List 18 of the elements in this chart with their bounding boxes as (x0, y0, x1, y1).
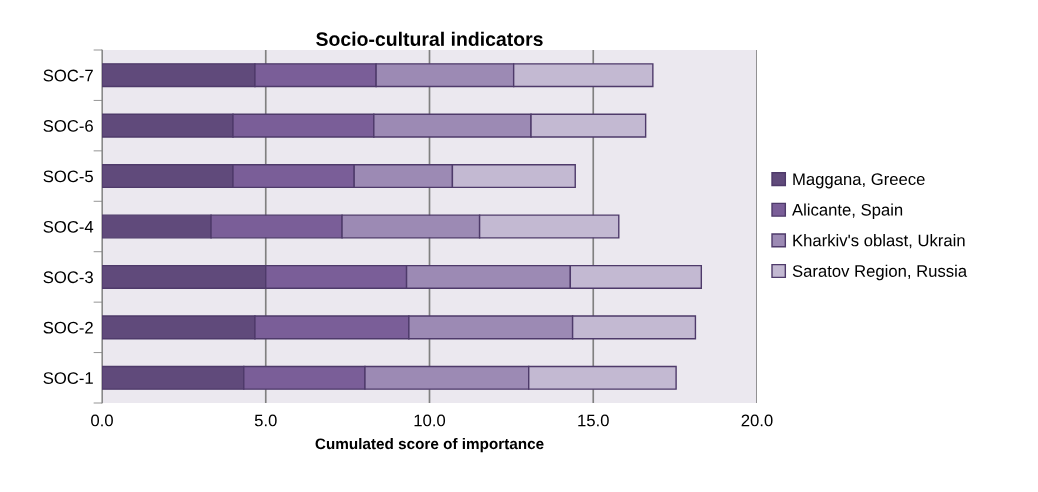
y-tick-label: SOC-3 (43, 271, 93, 284)
x-tick-label: 10.0 (414, 414, 446, 427)
legend-label: Kharkiv's oblast, Ukrain (793, 234, 965, 249)
y-tick-label: SOC-5 (43, 170, 93, 183)
legend-label: Alicante, Spain (792, 203, 903, 219)
x-tick-label: 20.0 (741, 414, 773, 427)
x-axis-title: Cumulated score of importance (315, 437, 544, 453)
x-tick-label: 5.0 (254, 414, 277, 427)
y-tick-label: SOC-2 (43, 321, 93, 334)
legend-label: Maggana, Greece (793, 173, 925, 189)
y-tick-label: SOC-1 (43, 372, 93, 384)
x-tick-label: 15.0 (578, 414, 609, 427)
x-tick-label: 0.0 (91, 414, 113, 427)
y-tick-label: SOC-4 (43, 220, 94, 233)
chart-title: Socio-cultural indicators (316, 31, 543, 47)
y-tick-label: SOC-7 (43, 69, 93, 82)
y-tick-label: SOC-6 (43, 120, 93, 132)
legend-label: Saratov Region, Russia (792, 264, 968, 281)
